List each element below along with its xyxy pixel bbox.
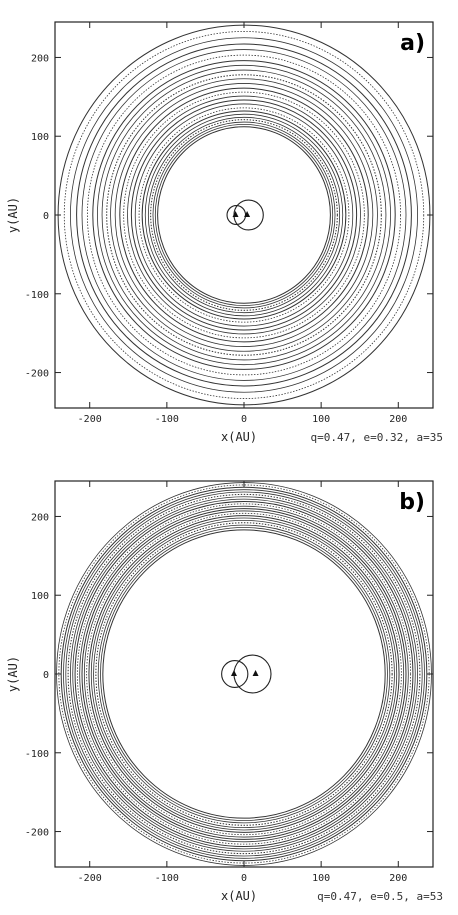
x-axis-label: x(AU) [221, 889, 257, 903]
y-tick-label: -100 [25, 290, 49, 301]
disc-ring [95, 522, 393, 826]
disc-ring [101, 69, 387, 361]
plot-area [56, 482, 432, 866]
disc-ring [90, 517, 398, 831]
disc-ring [97, 524, 391, 824]
panel-label: a) [400, 31, 425, 56]
panel-label: b) [399, 490, 425, 515]
star-marker [244, 211, 251, 217]
disc-ring [57, 24, 431, 406]
disc-ring [86, 512, 402, 836]
disc-ring [76, 503, 412, 845]
disc-ring [102, 529, 386, 819]
disc-ring [97, 64, 391, 366]
plot-area [57, 24, 431, 406]
x-tick-label: 200 [389, 873, 407, 884]
x-axis-label: x(AU) [221, 430, 257, 444]
disc-ring [119, 87, 369, 343]
disc-ring [65, 491, 423, 857]
x-tick-label: -200 [78, 414, 102, 425]
params-annotation: q=0.47, e=0.32, a=35 [311, 431, 443, 444]
disc-ring [100, 527, 388, 821]
disc-ring [134, 103, 354, 327]
y-axis-label: y(AU) [6, 197, 20, 233]
disc-ring [123, 91, 365, 339]
x-tick-label: -200 [78, 873, 102, 884]
disc-ring [144, 113, 344, 317]
panel-b: -200 -100 0 100 200 -200 -100 0 100 200 x(AU) y(AU)… [6, 480, 443, 903]
y-tick-label: 0 [43, 670, 49, 681]
disc-ring [60, 486, 428, 862]
disc-ring [152, 121, 336, 309]
disc-ring [92, 60, 396, 370]
binary-orbit [233, 654, 272, 694]
disc-ring [81, 508, 407, 840]
y-tick-label: -200 [25, 369, 49, 380]
disc-ring [114, 83, 374, 347]
y-tick-label: 0 [43, 211, 49, 222]
binary-orbit [221, 660, 249, 688]
x-tick-label: 100 [312, 414, 330, 425]
y-tick-label: 200 [31, 512, 49, 523]
x-tick-label: 0 [241, 873, 247, 884]
disc-ring [72, 498, 416, 850]
x-tick-label: -100 [155, 873, 179, 884]
disc-ring [154, 124, 334, 306]
x-tick-label: 0 [241, 414, 247, 425]
disc-ring [63, 489, 425, 859]
disc-ring [70, 37, 418, 393]
disc-ring [106, 74, 382, 356]
disc-ring [79, 505, 409, 843]
disc-ring [81, 49, 407, 381]
disc-ring [127, 95, 361, 335]
disc-ring [93, 519, 395, 829]
y-tick-label: 100 [31, 132, 49, 143]
disc-ring [76, 43, 412, 387]
disc-ring [56, 482, 432, 866]
disc-ring [130, 99, 358, 331]
disc-ring [70, 496, 418, 852]
star-marker [252, 670, 259, 676]
disc-ring [110, 78, 378, 352]
params-annotation: q=0.47, e=0.5, a=53 [317, 890, 443, 903]
disc-ring [150, 119, 338, 311]
plot-frame [54, 21, 434, 409]
star-marker [230, 670, 237, 676]
disc-ring [74, 500, 414, 848]
disc-ring [138, 107, 350, 323]
y-tick-label: 100 [31, 591, 49, 602]
disc-ring [83, 510, 405, 838]
x-tick-label: 200 [389, 414, 407, 425]
y-axis-label: y(AU) [6, 656, 20, 692]
disc-ring [147, 116, 341, 314]
disc-ring [157, 126, 331, 304]
disc-ring [67, 493, 421, 855]
y-tick-label: -100 [25, 749, 49, 760]
star-marker [232, 211, 239, 217]
x-tick-label: -100 [155, 414, 179, 425]
disc-ring [88, 515, 400, 833]
x-tick-label: 100 [312, 873, 330, 884]
y-tick-label: 200 [31, 53, 49, 64]
disc-ring [63, 31, 425, 399]
disc-ring [141, 110, 347, 320]
disc-ring [86, 54, 402, 376]
panel-a: -200 -100 0 100 200 -200 -100 0 100 200 x(AU) y(AU)… [6, 21, 443, 444]
y-tick-label: -200 [25, 828, 49, 839]
